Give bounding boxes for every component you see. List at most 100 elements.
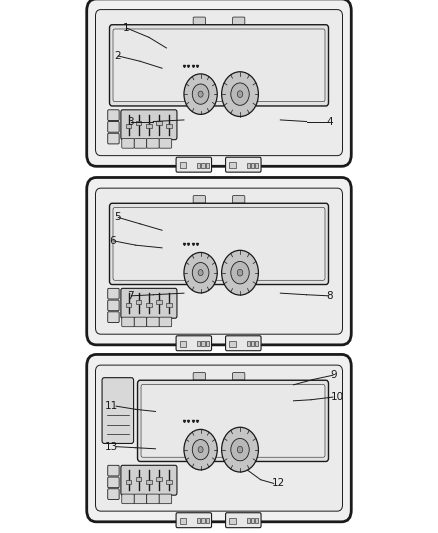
Bar	[229, 518, 236, 524]
FancyBboxPatch shape	[176, 336, 212, 351]
FancyBboxPatch shape	[122, 317, 134, 327]
FancyBboxPatch shape	[159, 494, 172, 504]
FancyBboxPatch shape	[233, 373, 245, 380]
FancyBboxPatch shape	[95, 188, 343, 334]
FancyBboxPatch shape	[108, 122, 119, 132]
Text: 7: 7	[127, 291, 134, 301]
Bar	[156, 300, 162, 304]
FancyBboxPatch shape	[141, 384, 325, 457]
Circle shape	[198, 447, 203, 453]
Bar	[251, 518, 254, 523]
Circle shape	[222, 72, 258, 117]
FancyBboxPatch shape	[108, 489, 119, 499]
Bar	[251, 163, 254, 168]
Text: 5: 5	[114, 213, 120, 222]
Text: 12: 12	[272, 479, 285, 488]
FancyBboxPatch shape	[110, 203, 328, 285]
Bar	[229, 341, 236, 347]
FancyBboxPatch shape	[108, 133, 119, 144]
Bar	[126, 124, 131, 128]
FancyBboxPatch shape	[87, 354, 351, 522]
FancyBboxPatch shape	[102, 378, 134, 443]
Bar	[136, 121, 141, 125]
Circle shape	[198, 91, 203, 97]
Bar	[247, 341, 250, 346]
Bar	[136, 477, 141, 481]
FancyBboxPatch shape	[134, 139, 147, 148]
FancyBboxPatch shape	[176, 157, 212, 172]
FancyBboxPatch shape	[113, 29, 325, 102]
Bar	[166, 480, 172, 484]
FancyBboxPatch shape	[138, 380, 328, 462]
FancyBboxPatch shape	[193, 373, 205, 380]
Text: 4: 4	[326, 117, 333, 126]
FancyBboxPatch shape	[147, 317, 159, 327]
FancyBboxPatch shape	[226, 157, 261, 172]
FancyBboxPatch shape	[87, 0, 351, 166]
Text: 9: 9	[331, 370, 337, 380]
Bar	[201, 341, 205, 346]
FancyBboxPatch shape	[159, 139, 172, 148]
FancyBboxPatch shape	[108, 300, 119, 311]
FancyBboxPatch shape	[233, 17, 245, 25]
Bar	[255, 341, 258, 346]
Bar	[156, 121, 162, 125]
Text: 6: 6	[110, 236, 116, 246]
Text: 2: 2	[114, 51, 120, 61]
FancyBboxPatch shape	[134, 317, 147, 327]
Bar	[255, 163, 258, 168]
FancyBboxPatch shape	[147, 139, 159, 148]
FancyBboxPatch shape	[193, 196, 205, 203]
FancyBboxPatch shape	[134, 494, 147, 504]
FancyBboxPatch shape	[122, 139, 134, 148]
Circle shape	[184, 74, 217, 115]
Circle shape	[192, 440, 209, 460]
Text: 11: 11	[105, 401, 118, 411]
FancyBboxPatch shape	[193, 17, 205, 25]
Circle shape	[237, 91, 243, 98]
Bar	[180, 341, 186, 347]
FancyBboxPatch shape	[121, 288, 177, 318]
Bar	[206, 341, 209, 346]
Bar	[180, 518, 186, 524]
FancyBboxPatch shape	[108, 110, 119, 120]
Bar	[206, 163, 209, 168]
Bar	[146, 480, 152, 484]
Bar	[136, 300, 141, 304]
Bar	[197, 341, 200, 346]
Circle shape	[237, 446, 243, 453]
Text: 10: 10	[331, 392, 344, 402]
Circle shape	[222, 427, 258, 472]
Bar	[166, 124, 172, 128]
FancyBboxPatch shape	[121, 465, 177, 495]
Bar	[166, 303, 172, 307]
Text: 1: 1	[123, 23, 129, 33]
Bar	[229, 162, 236, 168]
Text: 3: 3	[127, 117, 134, 126]
Bar	[247, 163, 250, 168]
Bar	[146, 124, 152, 128]
Bar	[146, 303, 152, 307]
FancyBboxPatch shape	[95, 10, 343, 156]
FancyBboxPatch shape	[108, 465, 119, 476]
Circle shape	[222, 251, 258, 295]
Bar	[126, 480, 131, 484]
Circle shape	[184, 253, 217, 293]
Text: 8: 8	[326, 291, 333, 301]
Text: 13: 13	[105, 442, 118, 451]
FancyBboxPatch shape	[122, 494, 134, 504]
FancyBboxPatch shape	[108, 288, 119, 299]
Bar	[197, 518, 200, 523]
Bar	[255, 518, 258, 523]
Bar	[206, 518, 209, 523]
FancyBboxPatch shape	[147, 494, 159, 504]
FancyBboxPatch shape	[226, 513, 261, 528]
Bar	[197, 163, 200, 168]
Circle shape	[192, 84, 209, 104]
Circle shape	[184, 430, 217, 470]
Bar	[251, 341, 254, 346]
Circle shape	[231, 439, 249, 461]
Circle shape	[237, 269, 243, 276]
Circle shape	[192, 263, 209, 283]
FancyBboxPatch shape	[108, 477, 119, 488]
